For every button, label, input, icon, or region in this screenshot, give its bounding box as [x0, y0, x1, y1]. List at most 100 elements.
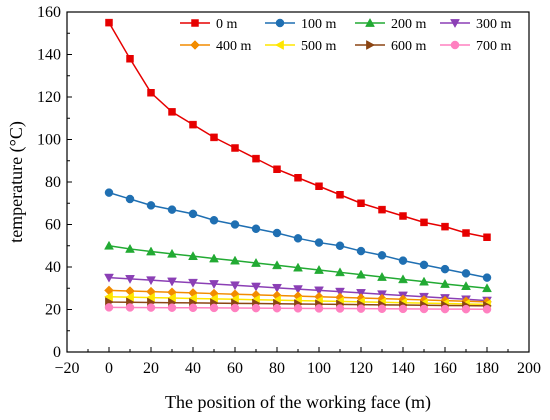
- legend-item: 700 m: [440, 39, 512, 54]
- x-tick-label: 180: [475, 360, 499, 377]
- data-point-marker: [336, 191, 344, 199]
- data-point-marker: [378, 205, 386, 214]
- x-tick-label: 40: [185, 360, 201, 377]
- data-point-marker: [125, 194, 135, 204]
- data-point-marker: [147, 89, 155, 97]
- data-point-marker: [146, 246, 156, 256]
- data-point-marker: [377, 251, 387, 260]
- data-point-marker: [209, 280, 219, 290]
- data-point-marker: [366, 40, 376, 50]
- data-point-marker: [104, 188, 114, 197]
- data-point-marker: [251, 257, 261, 267]
- series-0-m: [105, 18, 491, 241]
- legend-label: 500 m: [301, 39, 337, 54]
- data-point-marker: [293, 285, 303, 295]
- series-100-m: [104, 188, 492, 282]
- data-point-marker: [357, 199, 365, 207]
- x-axis-ticks: −20 0 20 40 60 80 100 120 140 160 180 200: [54, 347, 541, 377]
- x-tick-label: 160: [433, 360, 457, 377]
- data-point-marker: [450, 40, 460, 50]
- legend-item: 0 m: [180, 17, 238, 32]
- data-point-marker: [315, 182, 323, 190]
- legend-label: 400 m: [216, 39, 252, 54]
- data-point-marker: [104, 273, 114, 283]
- data-point-marker: [419, 276, 429, 286]
- data-point-marker: [482, 305, 492, 314]
- data-point-marker: [105, 18, 113, 27]
- x-tick-label: 100: [307, 360, 331, 377]
- data-point-marker: [377, 304, 387, 314]
- data-point-marker: [314, 238, 324, 247]
- legend-item: 300 m: [440, 17, 512, 32]
- data-point-marker: [188, 303, 198, 313]
- y-tick-label: 160: [37, 4, 61, 21]
- y-tick-label: 100: [37, 132, 61, 149]
- data-point-marker: [483, 233, 491, 241]
- x-tick-label: 0: [105, 360, 113, 377]
- data-point-marker: [482, 283, 492, 293]
- data-point-marker: [441, 222, 449, 231]
- data-point-marker: [104, 240, 114, 250]
- data-point-marker: [230, 255, 240, 265]
- legend-item: 200 m: [355, 17, 427, 32]
- data-point-marker: [273, 165, 281, 173]
- data-point-marker: [190, 40, 200, 50]
- data-point-marker: [482, 273, 492, 282]
- data-point-marker: [419, 260, 429, 270]
- data-point-marker: [419, 304, 429, 314]
- y-axis-ticks: 0 20 40 60 80 100 120 140 160: [37, 4, 72, 361]
- x-tick-label: 20: [143, 360, 159, 377]
- data-point-marker: [335, 267, 345, 277]
- data-point-marker: [356, 269, 366, 279]
- data-point-marker: [365, 17, 375, 27]
- data-point-marker: [294, 174, 302, 182]
- data-point-marker: [462, 229, 470, 237]
- y-tick-label: 40: [45, 259, 61, 276]
- legend-label: 700 m: [476, 39, 512, 54]
- data-point-marker: [209, 216, 219, 225]
- data-point-marker: [231, 144, 239, 152]
- legend-label: 300 m: [476, 17, 512, 32]
- data-point-marker: [126, 55, 134, 63]
- data-point-marker: [399, 212, 407, 220]
- data-point-marker: [314, 264, 324, 274]
- x-tick-label: 80: [269, 360, 285, 377]
- data-point-marker: [168, 108, 176, 116]
- data-point-marker: [167, 205, 177, 214]
- data-point-marker: [293, 262, 303, 272]
- data-point-marker: [230, 281, 240, 291]
- legend-label: 600 m: [391, 39, 427, 54]
- x-tick-label: 120: [349, 360, 373, 377]
- data-point-marker: [104, 303, 114, 312]
- data-point-marker: [230, 220, 240, 229]
- data-point-marker: [398, 304, 408, 314]
- data-point-marker: [251, 224, 261, 233]
- data-point-marker: [461, 281, 471, 290]
- legend-label: 0 m: [216, 17, 238, 32]
- data-point-marker: [314, 286, 324, 296]
- data-point-marker: [293, 234, 303, 243]
- data-point-marker: [461, 269, 471, 278]
- data-point-marker: [272, 303, 282, 313]
- data-point-marker: [191, 19, 199, 27]
- data-point-marker: [356, 246, 366, 256]
- data-point-marker: [274, 40, 284, 50]
- data-point-marker: [188, 278, 198, 288]
- data-point-marker: [272, 260, 282, 270]
- data-point-marker: [450, 19, 460, 29]
- x-tick-label: −20: [54, 360, 79, 377]
- data-point-marker: [125, 243, 135, 253]
- legend-item: 500 m: [265, 39, 337, 54]
- legend: 0 m 100 m 200 m 300 m 400 m 500 m 600 m 700 m: [180, 17, 512, 54]
- legend-label: 100 m: [301, 17, 337, 32]
- data-point-marker: [440, 304, 450, 314]
- y-tick-label: 120: [37, 89, 61, 106]
- data-point-marker: [275, 18, 285, 28]
- y-tick-label: 140: [37, 47, 61, 64]
- x-axis-title: The position of the working face (m): [165, 392, 431, 413]
- y-tick-label: 80: [45, 174, 61, 191]
- data-point-marker: [335, 287, 345, 297]
- data-point-marker: [377, 271, 387, 281]
- x-tick-label: 200: [517, 360, 541, 377]
